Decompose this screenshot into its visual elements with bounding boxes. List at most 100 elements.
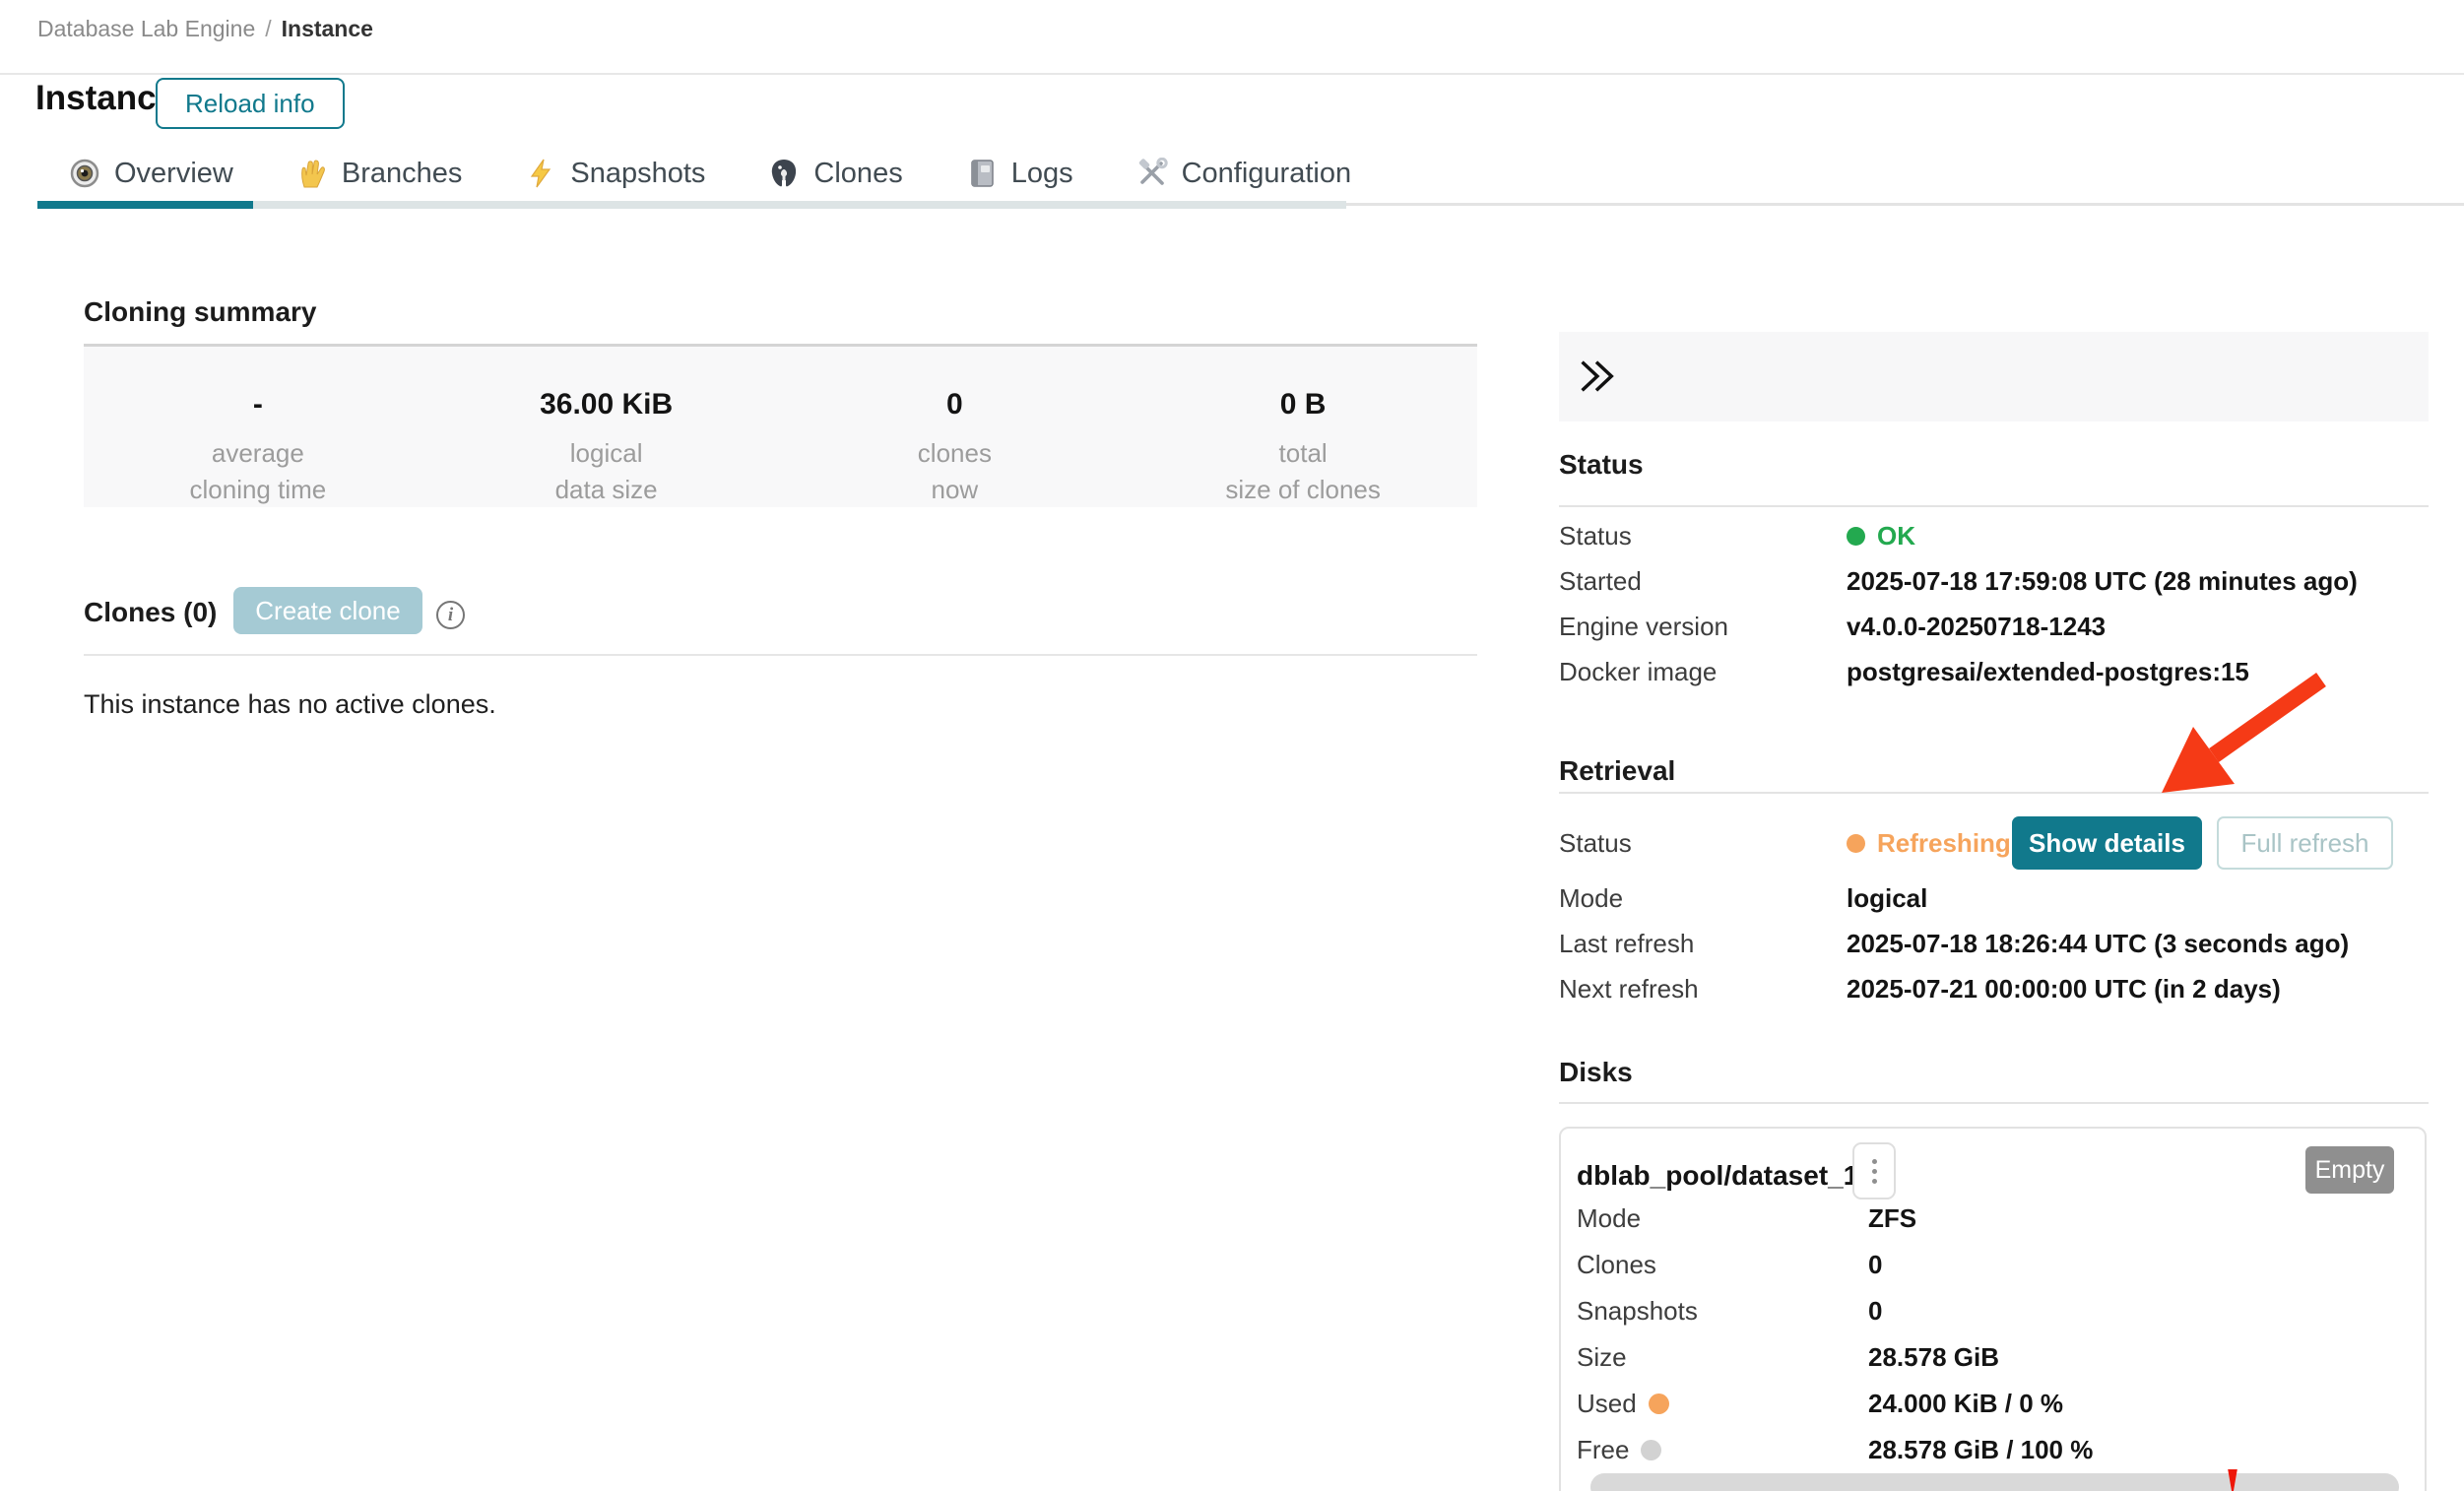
instance-side-panel: Status Status OK Started 2025-07-18 17:5… — [1559, 332, 2429, 1491]
cloning-summary-divider — [84, 344, 1477, 347]
panel-header-band — [1559, 332, 2429, 421]
cloning-summary-heading: Cloning summary — [84, 296, 317, 327]
used-dot — [1648, 1394, 1669, 1414]
show-details-button[interactable]: Show details — [2012, 816, 2202, 870]
stat-label: clones now — [917, 438, 992, 504]
breadcrumb-root-link[interactable]: Database Lab Engine — [37, 16, 256, 41]
create-clone-button[interactable]: Create clone — [233, 587, 422, 634]
active-tab-indicator — [37, 201, 253, 209]
disk-name: dblab_pool/dataset_1 — [1577, 1160, 1859, 1191]
status-ok-text: OK — [1877, 520, 1915, 551]
disk-snapshots-value: 0 — [1868, 1296, 1883, 1326]
notebook-icon — [966, 158, 998, 189]
next-refresh-value: 2025-07-21 00:00:00 UTC (in 2 days) — [1847, 973, 2281, 1004]
vulcan-hand-icon — [296, 158, 328, 189]
engine-version-label: Engine version — [1559, 611, 1728, 641]
tab-branches-label: Branches — [341, 157, 463, 189]
disk-clones-label: Clones — [1577, 1250, 1656, 1279]
tab-logs[interactable]: Logs — [935, 146, 1105, 201]
stat-average-cloning-time: - average cloning time — [84, 347, 432, 507]
breadcrumb: Database Lab Engine / Instance — [37, 16, 373, 42]
started-label: Started — [1559, 565, 1642, 596]
collapse-panel-button[interactable] — [1573, 354, 1618, 399]
stat-value: - — [252, 388, 263, 421]
breadcrumb-separator: / — [265, 16, 272, 41]
stat-label: average cloning time — [189, 438, 327, 504]
status-ok-dot — [1847, 526, 1865, 546]
disk-menu-button[interactable] — [1852, 1142, 1896, 1199]
last-refresh-label: Last refresh — [1559, 928, 1695, 958]
status-row-value: OK — [1847, 513, 2429, 558]
mode-label: Mode — [1559, 882, 1624, 913]
hammer-wrench-icon — [1136, 158, 1168, 189]
tab-clones[interactable]: Clones — [737, 146, 934, 201]
disk-usage-bar — [1590, 1473, 2399, 1491]
disks-section-heading: Disks — [1559, 1057, 1633, 1087]
info-icon[interactable]: i — [436, 601, 465, 629]
retrieval-section-heading: Retrieval — [1559, 755, 1676, 786]
mode-value: logical — [1847, 882, 1928, 913]
disk-used-label: Used — [1577, 1381, 1868, 1427]
tab-scrollbar-track[interactable] — [253, 201, 1346, 209]
disk-clones-value: 0 — [1868, 1250, 1883, 1279]
clones-divider — [84, 654, 1477, 656]
docker-image-value: postgresai/extended-postgres:15 — [1847, 656, 2249, 686]
refreshing-dot — [1847, 833, 1865, 853]
tab-snapshots[interactable]: Snapshots — [493, 146, 737, 201]
reload-info-button[interactable]: Reload info — [156, 78, 345, 129]
breadcrumb-current: Instance — [281, 16, 373, 41]
status-section-heading: Status — [1559, 449, 1644, 480]
disk-size-label: Size — [1577, 1342, 1627, 1372]
disk-mode-label: Mode — [1577, 1203, 1642, 1233]
engine-version-value: v4.0.0-20250718-1243 — [1847, 611, 2107, 641]
disk-rows: Mode ZFS Clones 0 Snapshots 0 Size 28.57… — [1577, 1196, 2404, 1473]
retrieval-status-row: Status Refreshing Show details Full refr… — [1559, 816, 2429, 870]
tab-configuration-label: Configuration — [1181, 157, 1352, 189]
retrieval-divider — [1559, 792, 2429, 794]
disks-divider — [1559, 1102, 2429, 1104]
stat-total-size-of-clones: 0 B total size of clones — [1129, 347, 1477, 507]
started-value: 2025-07-18 17:59:08 UTC (28 minutes ago) — [1847, 565, 2358, 596]
cloning-summary-panel: - average cloning time 36.00 KiB logical… — [84, 347, 1477, 507]
retrieval-rows: Mode logical Last refresh 2025-07-18 18:… — [1559, 875, 2429, 1011]
stat-clones-now: 0 clones now — [781, 347, 1130, 507]
disk-free-label: Free — [1577, 1427, 1868, 1473]
elephant-icon — [768, 158, 800, 189]
page-title: Instance — [35, 79, 175, 117]
stat-label: total size of clones — [1225, 438, 1381, 504]
lightning-icon — [525, 158, 556, 189]
disk-card: dblab_pool/dataset_1 Empty Mode ZFS Clon… — [1559, 1127, 2427, 1491]
tab-bar-border — [1346, 203, 2464, 206]
disk-size-value: 28.578 GiB — [1868, 1342, 1999, 1372]
full-refresh-button[interactable]: Full refresh — [2217, 816, 2393, 870]
retrieval-status-label: Status — [1559, 827, 1632, 858]
tab-branches[interactable]: Branches — [265, 146, 494, 201]
tab-configuration[interactable]: Configuration — [1105, 146, 1384, 201]
tab-overview[interactable]: Overview — [37, 146, 265, 201]
free-dot — [1641, 1440, 1662, 1460]
header-divider — [0, 73, 2464, 75]
tab-clones-label: Clones — [813, 157, 903, 189]
status-row-label: Status — [1559, 520, 1632, 551]
tab-snapshots-label: Snapshots — [570, 157, 706, 189]
tab-logs-label: Logs — [1010, 157, 1073, 189]
disk-snapshots-label: Snapshots — [1577, 1296, 1698, 1326]
status-divider — [1559, 505, 2429, 507]
refreshing-text: Refreshing — [1877, 827, 2011, 858]
disk-mode-value: ZFS — [1868, 1203, 1917, 1233]
stat-label: logical data size — [554, 438, 658, 504]
disk-free-value: 28.578 GiB / 100 % — [1868, 1435, 2094, 1464]
disk-empty-badge: Empty — [2305, 1146, 2394, 1194]
eye-icon — [69, 158, 100, 189]
status-rows: Status OK Started 2025-07-18 17:59:08 UT… — [1559, 513, 2429, 694]
last-refresh-value: 2025-07-18 18:26:44 UTC (3 seconds ago) — [1847, 928, 2350, 958]
kebab-icon — [1871, 1158, 1877, 1184]
docker-image-label: Docker image — [1559, 656, 1718, 686]
tab-bar: Overview Branches Snapshots Clones Logs — [37, 146, 1383, 201]
no-clones-message: This instance has no active clones. — [84, 689, 496, 719]
next-refresh-label: Next refresh — [1559, 973, 1699, 1004]
double-chevron-right-icon — [1573, 360, 1618, 402]
clones-heading: Clones (0) — [84, 597, 218, 627]
tab-overview-label: Overview — [114, 157, 233, 189]
